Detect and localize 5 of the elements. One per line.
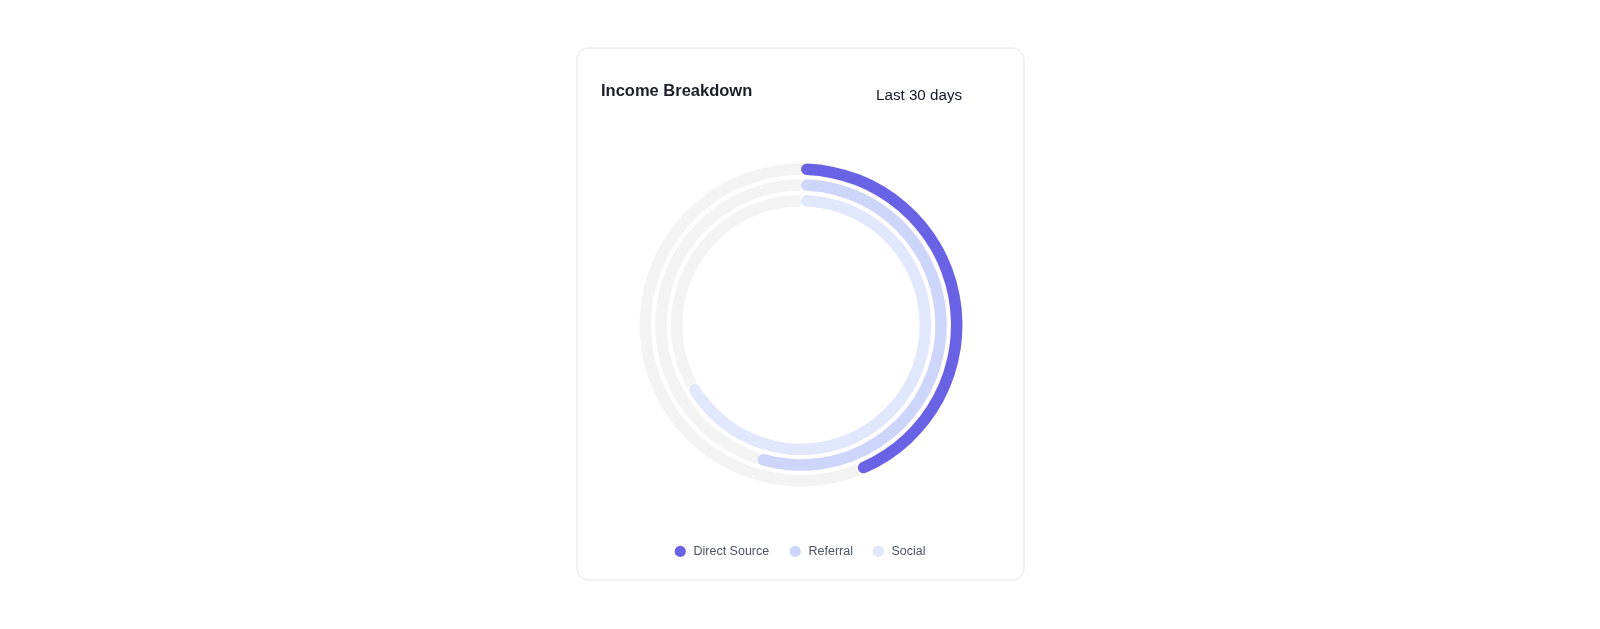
legend-label: Social <box>891 544 926 559</box>
chart-title: Income Breakdown <box>601 81 753 99</box>
legend-label: Referral <box>808 544 853 559</box>
text: Last 30 days <box>876 86 963 103</box>
legend-label: Direct Source <box>693 544 770 559</box>
